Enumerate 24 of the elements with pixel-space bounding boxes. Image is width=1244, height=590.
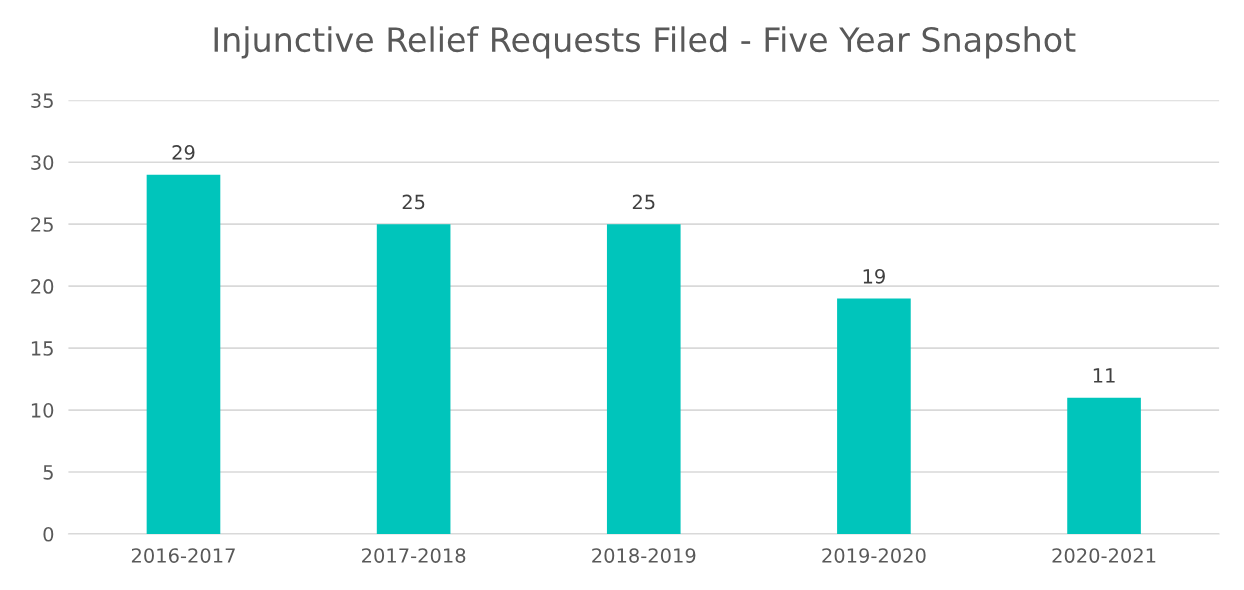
y-tick-label: 15 [31, 341, 53, 356]
x-tick-label: 2016-2017 [131, 548, 235, 563]
bar [146, 174, 221, 534]
data-label: 29 [172, 145, 195, 160]
data-label: 19 [863, 268, 885, 284]
bar [376, 224, 451, 534]
y-tick-label: 30 [31, 155, 54, 170]
y-tick-label: 0 [43, 526, 54, 542]
chart-title: Injunctive Relief Requests Filed - Five Year Snapshot [214, 26, 1076, 59]
data-label: 11 [1093, 368, 1115, 383]
y-tick-label: 5 [43, 465, 53, 480]
y-tick-label: 10 [31, 403, 54, 418]
x-tick-label: 2019-2020 [822, 548, 926, 563]
x-tick-label: 2018-2019 [592, 548, 696, 563]
y-tick-label: 25 [31, 217, 53, 232]
y-tick-label: 20 [31, 279, 54, 294]
x-tick-label: 2020-2021 [1052, 548, 1156, 563]
x-tick-label: 2017-2018 [362, 548, 466, 563]
bar [1067, 397, 1141, 534]
data-label: 25 [402, 194, 425, 210]
y-tick-label: 35 [31, 93, 53, 108]
data-label: 25 [632, 194, 655, 210]
bar [606, 224, 681, 534]
bar [837, 298, 911, 534]
